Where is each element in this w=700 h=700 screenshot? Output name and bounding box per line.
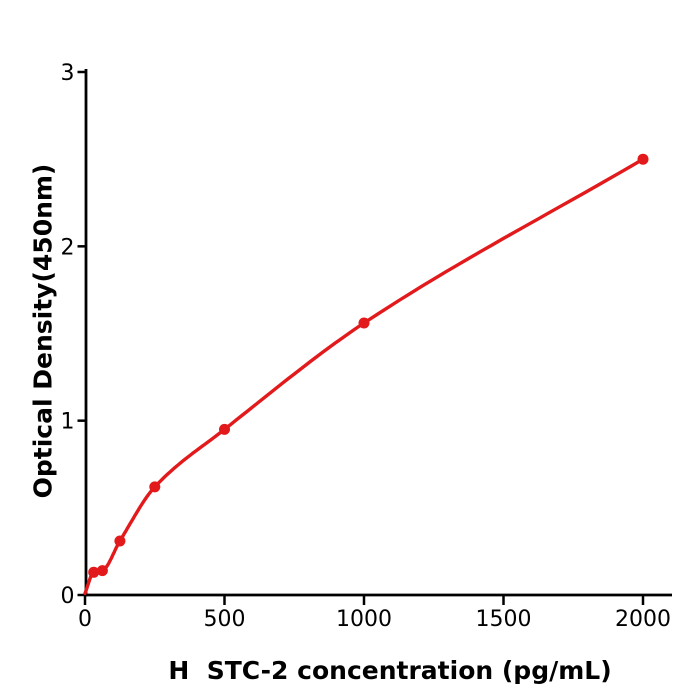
x-tick-label: 0 xyxy=(78,607,92,632)
y-tick-label: 1 xyxy=(61,410,75,435)
x-tick-label: 2000 xyxy=(615,607,671,632)
x-tick-label: 1000 xyxy=(336,607,392,632)
standard-curve-line xyxy=(83,157,645,595)
data-point-marker xyxy=(219,423,230,435)
data-point-marker xyxy=(637,153,649,165)
y-axis-ticks: 0 1 2 3 xyxy=(61,61,86,609)
data-point-marker xyxy=(88,566,100,578)
x-tick-label: 1500 xyxy=(476,607,532,632)
x-axis-title: H STC-2 concentration (pg/mL) xyxy=(168,656,611,685)
x-axis-ticks: 0 500 1000 1500 2000 xyxy=(78,595,671,632)
y-tick-label: 3 xyxy=(61,61,75,86)
y-axis-title: Optical Density(450nm) xyxy=(29,164,58,499)
data-point-marker xyxy=(96,565,108,577)
y-tick-label: 2 xyxy=(61,235,75,260)
x-tick-label: 500 xyxy=(204,607,246,632)
data-points xyxy=(88,153,649,578)
y-tick-label: 0 xyxy=(61,584,75,609)
data-point-marker xyxy=(114,535,126,547)
data-point-marker xyxy=(149,481,161,493)
data-point-marker xyxy=(358,317,370,329)
